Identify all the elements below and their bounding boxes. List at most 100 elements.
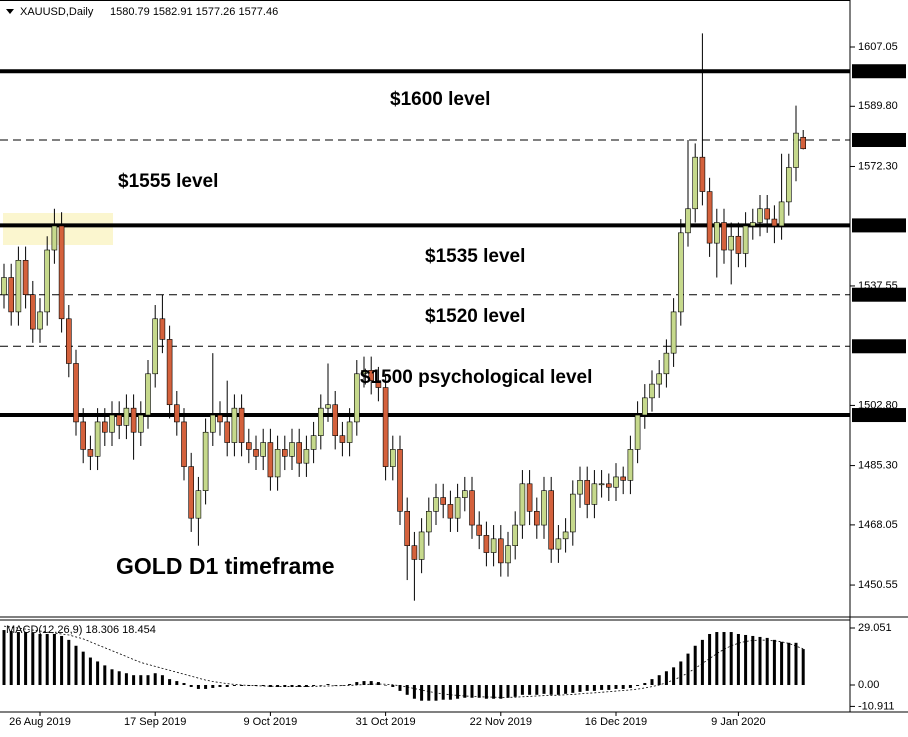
candle-body [771,218,778,227]
macd-bar [700,639,704,686]
macd-bar [384,685,388,686]
candle-body [210,414,216,433]
candle-body [332,404,339,436]
candle-body [22,260,29,296]
macd-bar [74,645,78,686]
macd-bar [506,685,510,698]
macd-bar [772,639,776,686]
macd-bar [168,679,172,686]
candle-body [296,442,303,464]
candle-body [490,538,497,553]
candle-body [130,407,137,433]
candle-body [562,531,569,540]
annotation: $1535 level [425,246,525,267]
candle-body [519,483,526,526]
candle-body [533,511,540,526]
candle-body [188,466,194,519]
macd-bar [319,685,323,686]
candle-body [166,339,173,406]
y-tick-label: 1589.80 [858,100,898,112]
candle-body [260,442,267,457]
candle-body [670,311,677,354]
macd-bar [535,685,539,695]
candle-body [310,435,317,450]
macd-bar [132,675,136,686]
candle-body [721,222,727,251]
macd-bar [38,633,42,686]
candle-body [44,249,51,313]
candle-body [289,442,295,457]
candle-body [757,208,763,223]
chart-title: XAUUSD,Daily [20,6,94,18]
x-tick-label: 17 Sep 2019 [124,716,186,728]
y-tick-label: 1485.30 [858,459,898,471]
level-label: 1580.00 [856,134,896,146]
macd-bar [664,671,668,686]
macd-bar [484,685,488,699]
candle-body [152,318,158,375]
annotation: $1600 level [390,89,490,110]
macd-bar [312,685,316,686]
candle-body [8,277,14,313]
candle-body [138,414,144,433]
candle-body [238,407,245,443]
macd-bar [2,630,6,686]
candle-body [339,435,346,443]
macd-bar [283,685,287,687]
macd-bar [376,682,380,686]
candle-body [73,363,79,423]
macd-bar [369,681,373,686]
candle-body [454,497,461,519]
candle-body [627,449,634,481]
candle-body [66,318,72,364]
macd-bar [420,685,424,701]
candle-body [94,421,101,457]
macd-bar [585,685,589,691]
candle-body [145,373,151,416]
macd-bar [405,685,409,695]
macd-bar [520,685,524,695]
candle-body [353,373,360,423]
candle-body [253,449,259,457]
macd-bar [477,685,481,698]
candle-body [397,449,403,512]
candle-body [440,497,447,505]
macd-bar [643,683,647,686]
macd-bar [225,685,229,687]
macd-bar [348,684,352,686]
macd-bar [261,685,265,686]
candle-body [483,535,490,553]
highlight-zone [3,213,113,245]
candle-body [663,352,670,375]
macd-bar [592,685,596,691]
macd-bar [211,685,215,688]
candle-body [1,277,7,296]
macd-bar [758,636,762,686]
candle-body [195,490,202,519]
candle-body [29,294,36,330]
ohlc-label: 1580.79 1582.91 1577.26 1577.46 [110,6,278,18]
macd-bar [182,683,186,686]
candle-body [375,380,382,388]
candle-body [404,511,411,546]
candle-body [685,208,691,234]
macd-bar [333,685,337,686]
macd-bar [672,667,676,686]
macd-bar [232,685,236,686]
macd-bar [715,632,719,686]
candle-body [389,449,396,467]
macd-bar [621,685,625,689]
candle-body [181,421,187,467]
macd-bar [60,635,64,686]
macd-bar [679,661,683,686]
candle-body [174,404,180,423]
macd-bar [470,685,474,698]
candle-body [764,208,771,220]
candle-body [411,545,418,560]
y-tick-label: 1607.05 [858,41,898,53]
level-label: 1500.00 [856,409,896,421]
macd-bar [218,685,222,687]
macd-bar [708,633,712,686]
macd-bar [67,639,71,686]
